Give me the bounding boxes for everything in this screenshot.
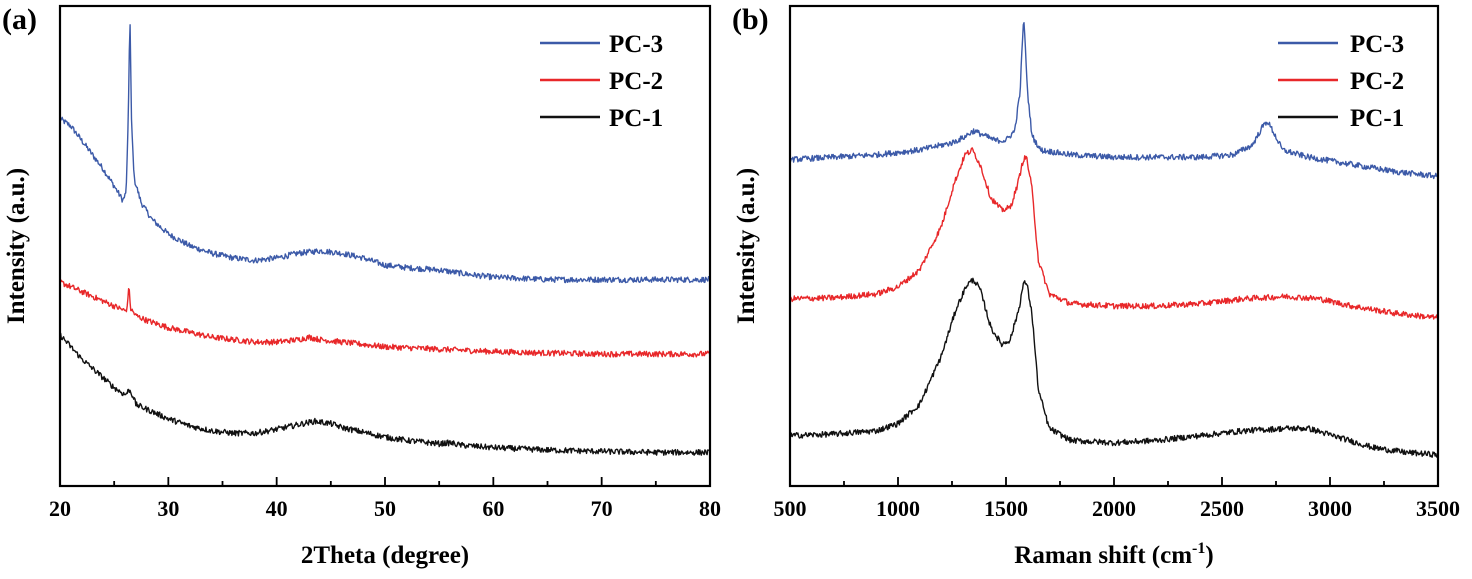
series-line-pc-2: [789, 147, 1439, 321]
x-tick-label: 1500: [984, 496, 1028, 521]
legend-label-pc-3: PC-3: [609, 31, 663, 58]
series-line-pc-1: [59, 332, 711, 456]
x-tick-label: 30: [157, 496, 179, 521]
panel-b-legend: PC-3 PC-2 PC-1: [1278, 31, 1404, 132]
panel-b-y-axis-title: Intensity (a.u.): [733, 168, 760, 324]
series-line-pc-1: [789, 277, 1439, 458]
x-tick-label: 80: [699, 496, 721, 521]
series-line-pc-2: [59, 279, 711, 358]
x-tick-label: 3500: [1416, 496, 1460, 521]
legend-label-pc-2: PC-2: [609, 68, 663, 95]
legend-label-pc-1: PC-1: [609, 105, 663, 132]
panel-label-a: (a): [2, 3, 37, 36]
x-tick-label: 3000: [1308, 496, 1352, 521]
panel-a-x-axis-title: 2Theta (degree): [301, 542, 469, 569]
x-tick-label: 500: [774, 496, 807, 521]
panel-a-legend: PC-3 PC-2 PC-1: [540, 31, 663, 132]
x-tick-label: 40: [266, 496, 288, 521]
panel-b-x-axis-title: Raman shift (cm-1): [1014, 540, 1213, 569]
panel-b-raman: (b) 500 1000 1500 2000 2500 3000 3500 PC-3 PC-2…: [732, 3, 1460, 569]
x-tick-label: 2500: [1200, 496, 1244, 521]
panel-b-frame: [788, 4, 1440, 488]
panel-b-series: [789, 22, 1439, 458]
x-tick-label: 70: [591, 496, 613, 521]
legend-label-pc-1: PC-1: [1350, 105, 1404, 132]
panel-a-xrd: (a) 20 30 40 50 60 70 80 PC-3 PC-2 PC-1 2Theta (…: [2, 3, 721, 569]
series-line-pc-3: [59, 24, 711, 284]
panel-a-y-axis-title: Intensity (a.u.): [3, 168, 30, 324]
x-tick-label: 60: [482, 496, 504, 521]
x-tick-label: 1000: [876, 496, 920, 521]
series-line-pc-3: [789, 22, 1439, 180]
x-tick-label: 2000: [1092, 496, 1136, 521]
panel-label-b: (b): [732, 3, 769, 36]
x-tick-label: 20: [49, 496, 71, 521]
legend-label-pc-2: PC-2: [1350, 68, 1404, 95]
panel-a-x-ticks: 20 30 40 50 60 70 80: [49, 477, 721, 521]
panel-b-x-ticks: 500 1000 1500 2000 2500 3000 3500: [774, 477, 1460, 521]
legend-label-pc-3: PC-3: [1350, 31, 1404, 58]
x-tick-label: 50: [374, 496, 396, 521]
panel-a-series: [59, 24, 711, 456]
